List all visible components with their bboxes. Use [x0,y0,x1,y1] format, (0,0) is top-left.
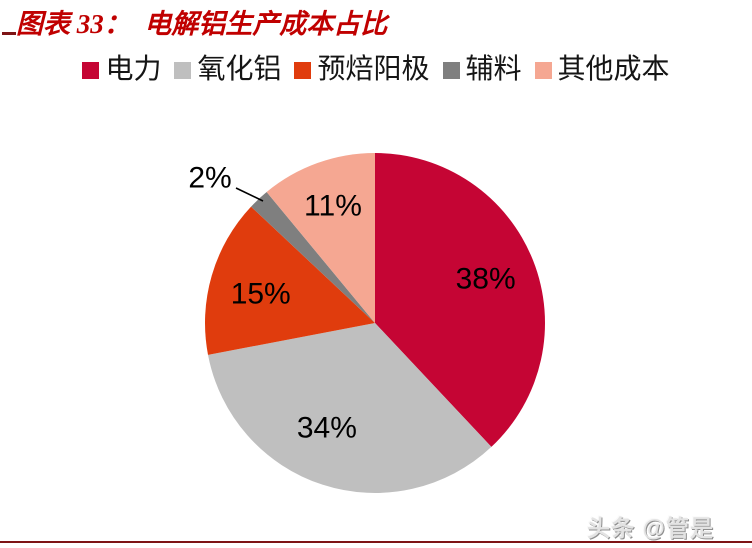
pie-slice-0 [375,153,545,447]
pie-slice-1 [208,323,492,493]
pie-slice-3 [251,192,375,323]
legend-item-other-costs: 其他成本 [534,54,670,85]
pie-label-0: 38% [456,263,516,296]
watermark: 头条 @管是 [587,515,714,541]
legend-item-prebaked-anode: 预焙阳极 [294,54,430,85]
legend-item-auxiliary: 辅料 [442,54,522,85]
chart-legend: 电力 氧化铝 预焙阳极 辅料 其他成本 [0,56,752,84]
legend-swatch-alumina [174,61,192,79]
pie-slice-2 [205,206,375,355]
pie-label-2: 15% [231,277,291,310]
pie-label-leader-3 [235,187,264,202]
footer-rule [0,541,752,543]
chart-title: 图表 33： 电解铝生产成本占比 [16,9,388,39]
pie-label-1: 34% [297,412,357,445]
legend-label-alumina: 氧化铝 [197,54,282,85]
legend-swatch-other-costs [534,61,552,79]
title-underline-dash [2,32,16,35]
legend-swatch-auxiliary [442,61,460,79]
legend-item-electricity: 电力 [82,56,161,84]
legend-swatch-electricity [82,61,100,79]
legend-item-alumina: 氧化铝 [174,56,281,84]
pie-label-4: 11% [304,190,362,223]
legend-swatch-prebaked-anode [294,61,312,79]
legend-label-auxiliary: 辅料 [465,54,522,85]
legend-label-electricity: 电力 [105,54,162,85]
legend-label-other-costs: 其他成本 [557,54,670,85]
pie-label-3: 2% [188,162,231,195]
legend-label-prebaked-anode: 预焙阳极 [317,54,430,85]
pie-slice-4 [266,153,375,323]
